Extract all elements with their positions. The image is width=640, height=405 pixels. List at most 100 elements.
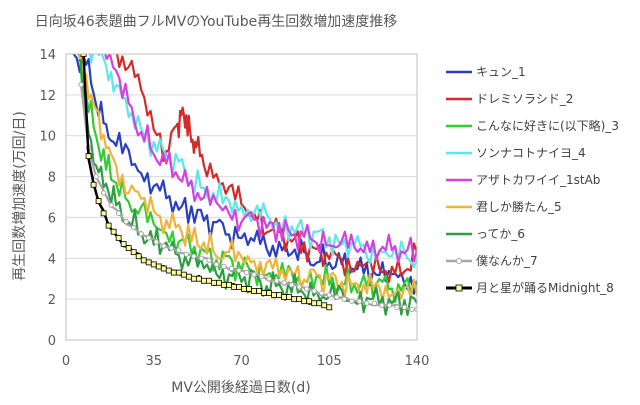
legend-item: アザトカワイイ_1stAb [446,173,600,187]
data-point [371,300,378,306]
series-line [72,54,417,295]
data-point [228,265,235,272]
data-point [85,153,92,160]
data-point [243,269,250,276]
data-point [364,300,370,306]
grid-lines [66,53,417,341]
data-point [326,292,332,298]
series-7 [78,59,417,317]
data-point [130,224,137,231]
data-point [326,304,333,311]
data-point [160,265,167,272]
data-point [170,269,177,276]
data-point [213,261,220,268]
legend-item: ドレミソラシド_2 [446,92,573,106]
data-point [271,292,277,298]
data-point [206,277,212,284]
data-point [165,267,172,274]
data-point [90,181,97,188]
data-point [394,304,400,311]
series-line [87,54,417,269]
legend-label: ソンナコトナイヨ_4 [476,146,586,160]
series-line [77,54,417,302]
series-5 [103,54,417,264]
data-point [211,279,217,286]
data-point [175,269,182,276]
x-axis-label: MV公開後経過日数(d) [171,380,310,396]
data-point [296,284,302,290]
data-point [190,275,197,282]
legend-marker [455,284,463,292]
y-tick-label: 14 [39,48,56,63]
data-point [301,298,308,305]
data-point [226,281,232,288]
y-tick-label: 2 [48,293,56,308]
data-point [258,273,265,280]
data-point [281,280,287,286]
data-point [140,257,147,264]
data-point [195,275,202,282]
data-point [221,281,227,288]
data-point [221,263,227,270]
data-point [349,298,355,304]
data-point [176,247,182,253]
series-9 [80,54,333,311]
data-point [341,296,347,302]
data-point [321,302,328,309]
data-point [311,300,318,307]
data-point [291,296,298,303]
y-tick-label: 4 [48,252,56,267]
data-point [191,253,197,259]
data-point [251,271,257,278]
data-point [93,173,99,180]
plot-border [65,53,418,341]
legend-item: 君しか勝たん_5 [446,199,562,214]
data-point [185,273,192,280]
data-point [306,298,313,305]
legend-item: ってか_6 [446,227,525,241]
data-point [180,271,187,278]
data-point [145,259,152,266]
series-line [78,59,417,317]
data-point [316,300,323,307]
y-tick-label: 12 [39,89,56,104]
data-point [273,278,280,284]
series-4 [87,54,417,269]
data-point [236,283,242,290]
data-point [236,267,242,274]
data-point [311,288,317,294]
data-point [146,235,152,241]
legend-label: アザトカワイイ_1stAb [476,173,600,187]
data-point [288,282,295,288]
y-tick-label: 6 [48,211,56,226]
legend-label: ドレミソラシド_2 [476,92,573,106]
x-axis-ticks: 0 35 70 105 140 [62,354,430,369]
data-point [231,283,237,290]
series-1 [72,54,417,295]
legend: キュン_1 ドレミソラシド_2 こんなに好きに(以下略)_3 ソンナコトナイヨ_4 アザ… [446,65,619,295]
data-point [241,286,247,292]
legend-marker [456,258,462,264]
series-6 [77,54,417,302]
legend-label: こんなに好きに(以下略)_3 [476,118,619,133]
x-tick-label: 70 [233,354,250,369]
data-point [251,288,257,294]
data-point [123,218,129,225]
data-point [161,243,167,249]
y-axis-ticks: 0 2 4 6 8 10 12 14 [39,48,56,349]
series-line [103,54,417,264]
data-point [115,234,122,241]
data-point [256,288,262,294]
data-point [286,294,293,301]
data-point [296,296,303,303]
data-point [155,263,162,270]
data-point [200,277,207,284]
data-point [95,198,102,204]
data-point [266,290,272,296]
data-point [108,202,114,208]
legend-item: 月と星が踊るMidnight_8 [446,280,614,295]
data-point [100,190,107,196]
data-point [334,294,340,300]
data-point [138,231,144,237]
